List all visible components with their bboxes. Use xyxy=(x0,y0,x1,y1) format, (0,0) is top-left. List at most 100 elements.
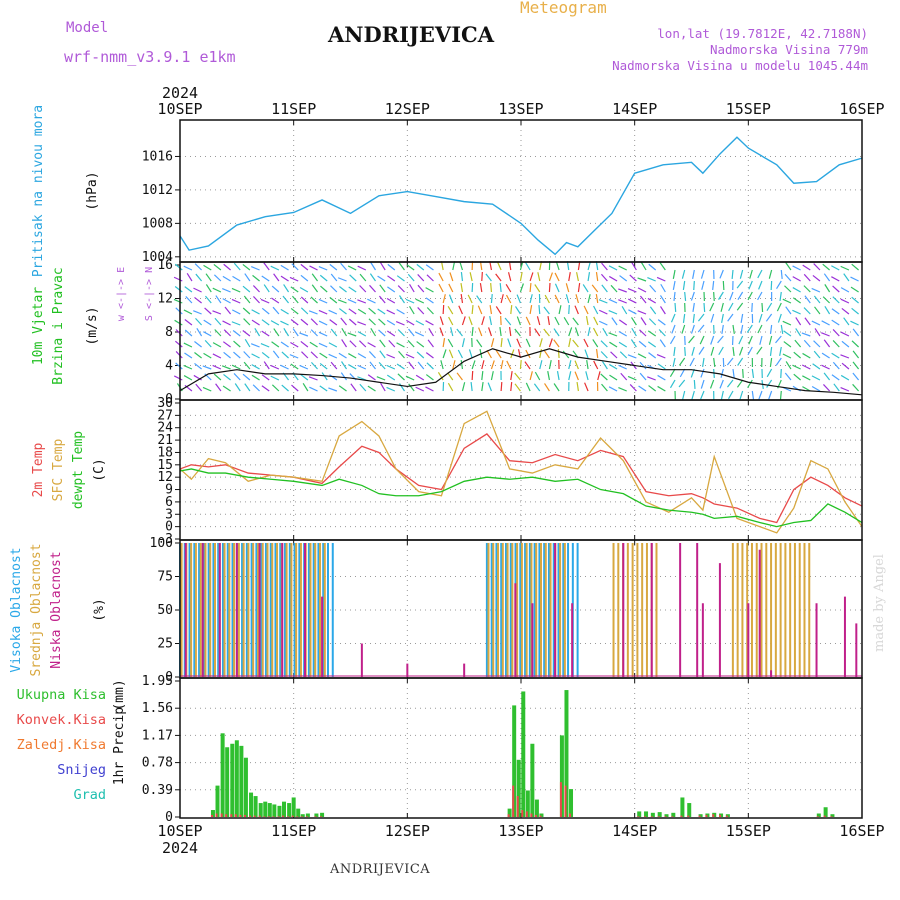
wind-barb xyxy=(251,319,260,326)
wind-barb xyxy=(621,305,628,315)
wind-barb xyxy=(461,338,466,348)
convective-rain-bar xyxy=(687,815,690,817)
wind-barb xyxy=(338,352,347,359)
wind-barb xyxy=(396,308,405,315)
total-rain-bar xyxy=(225,747,230,817)
wind-barb xyxy=(618,341,628,348)
wind-barb xyxy=(194,362,202,370)
wind-barb xyxy=(519,272,523,282)
wind-barb xyxy=(282,295,290,304)
wind-barb xyxy=(416,341,425,348)
wind-barb xyxy=(367,342,376,348)
wind-barb xyxy=(587,327,591,337)
wind-barb xyxy=(500,337,503,348)
wind-barb xyxy=(639,329,647,337)
convective-rain-bar xyxy=(569,813,572,817)
wind-barb xyxy=(769,346,773,357)
convective-rain-bar xyxy=(512,785,515,817)
wind-barb xyxy=(782,298,792,304)
wind-barb xyxy=(691,346,695,356)
wind-barb xyxy=(556,371,560,381)
wind-barb xyxy=(487,382,493,392)
wind-barb xyxy=(260,298,270,304)
station-title: ANDRIJEVICA xyxy=(328,22,495,47)
wind-barb xyxy=(568,360,572,370)
wind-barb xyxy=(300,374,309,381)
wind-barb xyxy=(824,306,831,315)
wind-barb xyxy=(840,298,850,304)
wind-barb xyxy=(524,361,531,370)
wind-barb xyxy=(639,372,647,381)
wind-barb xyxy=(811,320,821,326)
pressure-unit-label: (hPa) xyxy=(85,171,100,210)
wind-barb xyxy=(732,368,735,378)
wind-barb xyxy=(184,319,193,326)
wind-barb xyxy=(814,306,821,315)
wind-barb xyxy=(751,302,753,313)
y-tick-label: 75 xyxy=(157,570,173,585)
wind-barb xyxy=(368,351,376,359)
wind-barb xyxy=(648,263,657,271)
wind-barb xyxy=(244,338,251,348)
wind-barb xyxy=(173,276,183,282)
wind-barb xyxy=(656,276,666,282)
wind-barb xyxy=(378,318,386,326)
wind-barb xyxy=(231,321,241,326)
wind-barb xyxy=(852,350,860,359)
wind-barb xyxy=(406,264,415,271)
y-tick-label: 0.78 xyxy=(142,756,173,771)
wind-barb xyxy=(600,273,608,282)
wind-barb xyxy=(212,353,222,359)
total-rain-bar xyxy=(687,803,692,817)
wind-barb xyxy=(813,263,821,271)
wind-barb xyxy=(417,361,425,370)
wind-barb xyxy=(213,263,222,271)
wind-barb xyxy=(586,360,589,370)
y-tick-label: 12 xyxy=(157,470,173,485)
wind-barb xyxy=(386,374,396,381)
wind-barb xyxy=(448,349,454,359)
wind-barb xyxy=(758,280,763,290)
wind-barb xyxy=(793,373,802,381)
y-tick-label: 16 xyxy=(157,258,173,273)
wind-barb xyxy=(831,352,840,359)
wind-barb xyxy=(261,330,270,337)
wind-barb xyxy=(515,306,521,315)
wind-barb xyxy=(292,328,299,337)
wind-barb xyxy=(251,353,260,359)
wind-barb xyxy=(801,364,811,370)
wind-barb xyxy=(758,313,763,323)
wind-barb xyxy=(290,341,299,348)
wind-barb xyxy=(387,275,396,282)
wind-barb xyxy=(337,299,347,304)
wind-barb xyxy=(261,275,270,282)
wind-barb xyxy=(601,383,608,392)
total-rain-legend: Ukupna Kisa xyxy=(17,687,106,703)
wind-barb xyxy=(370,262,377,271)
convective-rain-bar xyxy=(650,816,653,817)
wind-barb xyxy=(682,280,686,290)
wind-barb xyxy=(478,327,483,337)
wind-barb xyxy=(575,294,579,304)
wind-barb xyxy=(720,302,724,312)
wind-barb xyxy=(357,364,367,370)
wind-barb xyxy=(619,351,628,359)
wind-barb xyxy=(555,261,560,271)
wind-barb xyxy=(766,379,773,388)
wind-barb xyxy=(310,296,318,304)
convective-rain-bar xyxy=(559,782,562,817)
precip-axis-label: 1hr Precip xyxy=(112,707,127,785)
wind-barb xyxy=(821,332,830,337)
wind-barb xyxy=(357,376,367,381)
x-tick-label-bottom: 13SEP xyxy=(498,822,543,840)
wind-barb xyxy=(718,346,724,356)
y-tick-label: 100 xyxy=(150,536,173,551)
wind-barb xyxy=(409,283,415,293)
wind-barb xyxy=(260,343,270,348)
wind-barb xyxy=(601,361,608,370)
wind-barb xyxy=(233,373,241,381)
wind-barb xyxy=(458,305,464,315)
wind-barb xyxy=(460,271,464,282)
wind-barb xyxy=(173,375,183,381)
wind-barb xyxy=(840,354,850,359)
